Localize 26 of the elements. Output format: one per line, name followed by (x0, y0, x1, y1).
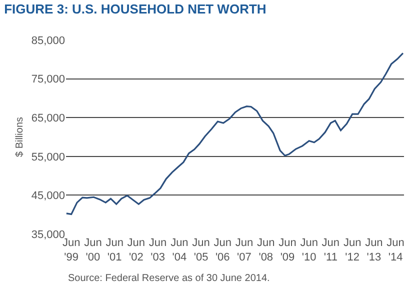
x-tick-label: Jun '12 (343, 237, 362, 264)
source-note: Source: Federal Reserve as of 30 June 2014. (68, 273, 270, 284)
y-tick-label: 55,000 (31, 151, 65, 164)
y-tick-label: 45,000 (31, 190, 65, 202)
x-tick-label: Jun '07 (235, 237, 254, 264)
x-tick-label: Jun '10 (300, 237, 318, 264)
x-tick-label: Jun '99 (62, 237, 80, 264)
y-tick-label: 35,000 (31, 228, 65, 241)
x-tick-label: Jun '01 (106, 237, 124, 264)
y-axis-title: $ Billions (14, 116, 26, 158)
x-tick-label: Jun '03 (148, 237, 167, 264)
line-series (66, 52, 404, 216)
x-tick-label: Jun '11 (322, 237, 340, 264)
x-tick-label: Jun '09 (278, 237, 296, 264)
y-tick-label: 75,000 (31, 74, 65, 86)
x-tick-label: Jun '13 (365, 237, 383, 264)
y-tick-label: 85,000 (31, 34, 65, 47)
x-tick-label: Jun '04 (170, 237, 188, 264)
y-tick-label: 65,000 (31, 112, 65, 124)
chart-title: FIGURE 3: U.S. HOUSEHOLD NET WORTH (4, 2, 266, 17)
x-tick-label: Jun '14 (386, 237, 404, 264)
x-tick-label: Jun '06 (214, 237, 232, 264)
x-tick-label: Jun '05 (192, 237, 210, 264)
x-tick-label: Jun '08 (257, 237, 275, 264)
x-tick-label: Jun '00 (84, 237, 102, 264)
x-tick-label: Jun '02 (127, 237, 146, 264)
